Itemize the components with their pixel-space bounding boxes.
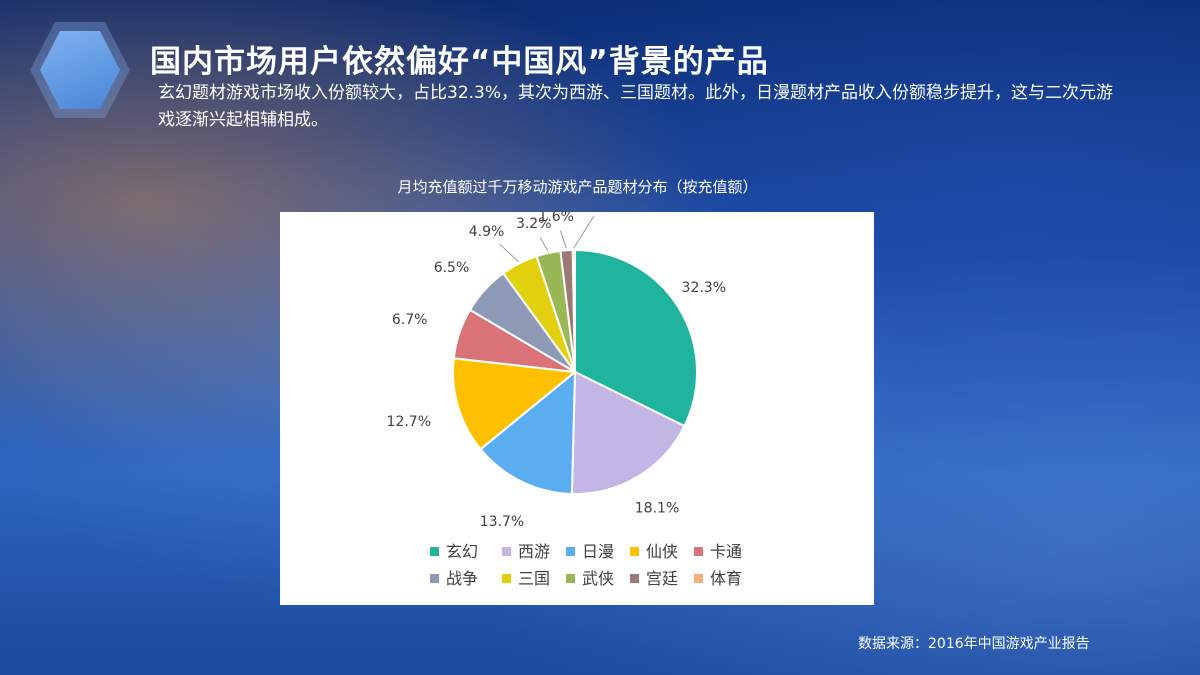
leader-line-宫廷 bbox=[559, 230, 567, 249]
data-label-战争: 6.5% bbox=[434, 260, 470, 276]
legend-label-体育: 体育 bbox=[710, 569, 742, 588]
leader-line-三国 bbox=[499, 243, 519, 263]
pie-slice-玄幻 bbox=[574, 248, 698, 428]
data-label-西游: 18.1% bbox=[635, 501, 679, 517]
pie-chart: 32.3% 18.1% 13.7% 12.7% 6.7% 6.5% 4.9% 3.2%1.6%… bbox=[387, 212, 742, 588]
data-label-仙侠: 12.7% bbox=[387, 414, 431, 430]
legend-swatch-玄幻 bbox=[430, 547, 439, 556]
legend-swatch-三国 bbox=[502, 574, 511, 583]
legend-label-卡通: 卡通 bbox=[710, 542, 742, 561]
hexagon-decoration bbox=[30, 22, 130, 118]
legend-label-三国: 三国 bbox=[518, 569, 550, 588]
legend-swatch-日漫 bbox=[566, 547, 575, 556]
data-label-卡通: 6.7% bbox=[392, 312, 428, 328]
legend-swatch-武侠 bbox=[566, 574, 575, 583]
legend-swatch-宫廷 bbox=[630, 574, 639, 583]
legend-label-日漫: 日漫 bbox=[582, 542, 614, 561]
chart-panel: 32.3% 18.1% 13.7% 12.7% 6.7% 6.5% 4.9% 3.2% 1.6%… bbox=[280, 212, 874, 605]
legend-label-武侠: 武侠 bbox=[582, 569, 614, 588]
legend-label-宫廷: 宫廷 bbox=[646, 569, 678, 588]
data-label-日漫: 13.7% bbox=[480, 514, 524, 530]
legend-swatch-卡通 bbox=[694, 547, 703, 556]
pie-slice-西游 bbox=[570, 370, 686, 495]
page-subtitle: 玄幻题材游戏市场收入份额较大，占比32.3%，其次为西游、三国题材。此外，日漫题… bbox=[158, 83, 1114, 130]
leader-line-武侠 bbox=[539, 237, 549, 252]
legend-label-战争: 战争 bbox=[446, 569, 478, 588]
legend-swatch-战争 bbox=[430, 574, 439, 583]
pie-slice-日漫 bbox=[479, 369, 577, 495]
legend-label-玄幻: 玄幻 bbox=[446, 542, 478, 561]
legend-label-仙侠: 仙侠 bbox=[646, 542, 678, 561]
data-label-武侠: 3.2% bbox=[516, 216, 552, 232]
pie-data-labels: 32.3% 18.1% 13.7% 12.7% 6.7% 6.5% 4.9% 3.2%1.6%… bbox=[387, 212, 726, 530]
pie-slice-体育 bbox=[571, 248, 576, 373]
legend-swatch-西游 bbox=[502, 547, 511, 556]
pie-leader-lines bbox=[499, 215, 595, 263]
data-label-三国: 4.9% bbox=[469, 224, 505, 240]
legend-swatch-仙侠 bbox=[630, 547, 639, 556]
legend-swatch-体育 bbox=[694, 574, 703, 583]
pie-slice-仙侠 bbox=[452, 357, 578, 451]
data-label-宫廷: 1.6% bbox=[538, 212, 574, 225]
leader-line-体育 bbox=[573, 215, 595, 249]
data-source: 数据来源：2016年中国游戏产业报告 bbox=[858, 636, 1090, 652]
data-label-玄幻: 32.3% bbox=[682, 280, 726, 296]
legend-label-西游: 西游 bbox=[518, 542, 550, 561]
chart-title: 月均充值额过千万移动游戏产品题材分布（按充值额） bbox=[397, 178, 758, 196]
pie-slices bbox=[452, 248, 698, 495]
page-title: 国内市场用户依然偏好“中国风”背景的产品 bbox=[150, 44, 769, 80]
